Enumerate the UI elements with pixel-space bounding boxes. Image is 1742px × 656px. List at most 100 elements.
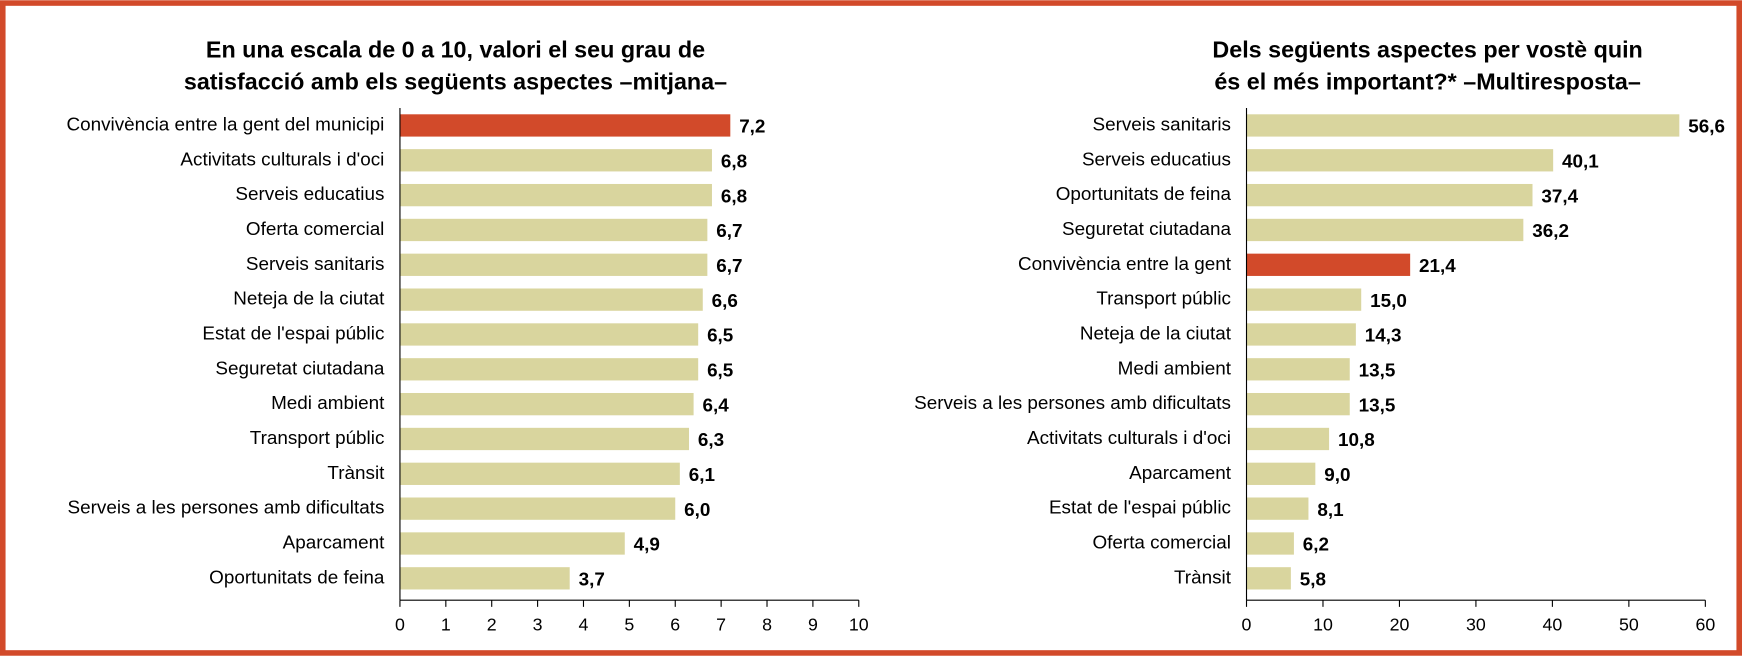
x-tick-label: 40 [1543,614,1563,634]
bar [399,427,690,451]
category-label: Neteja de la ciutat [233,289,385,310]
x-tick-label: 50 [1619,614,1639,634]
value-label: 5,8 [1300,570,1326,591]
chart-title: és el més important?* –Multiresposta– [1214,69,1641,95]
bar [399,532,625,555]
value-label: 4,9 [634,535,660,556]
x-tick-label: 4 [579,614,589,634]
bar [1246,183,1533,207]
value-label: 6,1 [689,465,715,486]
x-tick-label: 8 [762,614,772,634]
category-label: Estat de l'espai públic [1049,498,1231,519]
category-label: Activitats culturals i d'oci [180,149,384,170]
value-label: 40,1 [1562,151,1599,172]
value-label: 6,5 [707,361,733,382]
x-tick-label: 7 [716,614,726,634]
category-label: Convivència entre la gent [1018,254,1232,275]
value-label: 6,5 [707,326,733,347]
value-label: 14,3 [1365,326,1402,347]
value-label: 8,1 [1317,500,1343,521]
category-label: Trànsit [1174,567,1232,588]
bar [399,253,708,276]
value-label: 21,4 [1419,256,1456,277]
value-label: 10,8 [1338,430,1375,451]
value-label: 6,6 [712,291,738,312]
bar [1246,358,1350,381]
bar [1246,114,1680,137]
x-tick-label: 0 [395,614,405,634]
bar [1246,462,1316,485]
category-label: Estat de l'espai públic [202,323,384,344]
x-tick-label: 9 [808,614,818,634]
value-label: 13,5 [1359,395,1396,416]
value-label: 6,4 [702,395,729,416]
x-tick-label: 1 [441,614,451,634]
bar [399,218,708,242]
bar [1246,532,1294,555]
value-label: 37,4 [1541,186,1578,207]
bar [399,462,680,485]
bar [1246,288,1362,311]
bar [399,149,712,172]
x-tick-label: 10 [1313,614,1333,634]
category-label: Serveis a les persones amb dificultats [914,393,1231,414]
category-label: Medi ambient [1118,358,1232,379]
category-label: Trànsit [327,463,385,484]
bar [1246,323,1356,346]
bar [399,497,676,520]
bar [399,358,699,381]
category-label: Convivència entre la gent del municipi [66,114,384,135]
bar [399,183,712,207]
bar [399,392,694,416]
value-label: 6,8 [721,186,747,207]
value-label: 6,8 [721,151,747,172]
category-label: Transport públic [1096,289,1231,310]
category-label: Oportunitats de feina [1056,184,1232,205]
x-tick-label: 3 [533,614,543,634]
category-label: Serveis sanitaris [246,254,384,275]
bar [399,323,699,346]
x-tick-label: 0 [1242,614,1252,634]
bar [1246,218,1524,242]
category-label: Serveis educatius [1082,149,1231,170]
category-label: Aparcament [1129,463,1232,484]
value-label: 56,6 [1688,117,1725,138]
x-tick-label: 60 [1695,614,1715,634]
category-label: Seguretat ciutadana [1062,219,1231,240]
category-label: Oportunitats de feina [209,567,385,588]
value-label: 9,0 [1324,465,1350,486]
bar [1246,253,1411,276]
category-label: Transport públic [250,428,385,449]
category-label: Neteja de la ciutat [1080,323,1232,344]
bar [1246,497,1309,520]
x-tick-label: 2 [487,614,497,634]
bar [399,114,731,137]
bar [1246,567,1291,590]
value-label: 6,3 [698,430,724,451]
value-label: 6,7 [716,221,742,242]
chart-title: satisfacció amb els següents aspectes –m… [184,69,727,95]
value-label: 6,7 [716,256,742,277]
value-label: 15,0 [1370,291,1407,312]
x-tick-label: 20 [1390,614,1410,634]
category-label: Seguretat ciutadana [215,358,384,379]
bar [1246,149,1554,172]
x-tick-label: 30 [1466,614,1486,634]
x-tick-label: 10 [849,614,869,634]
category-label: Serveis educatius [235,184,384,205]
x-tick-label: 6 [670,614,680,634]
category-label: Oferta comercial [1092,532,1230,553]
chart-title: Dels següents aspectes per vostè quin [1212,37,1642,63]
bar [399,567,570,590]
category-label: Serveis a les persones amb dificultats [68,498,385,519]
bar [1246,427,1330,451]
value-label: 36,2 [1532,221,1569,242]
value-label: 6,2 [1303,535,1329,556]
category-label: Activitats culturals i d'oci [1027,428,1231,449]
value-label: 13,5 [1359,361,1396,382]
value-label: 6,0 [684,500,710,521]
bar [399,288,703,311]
